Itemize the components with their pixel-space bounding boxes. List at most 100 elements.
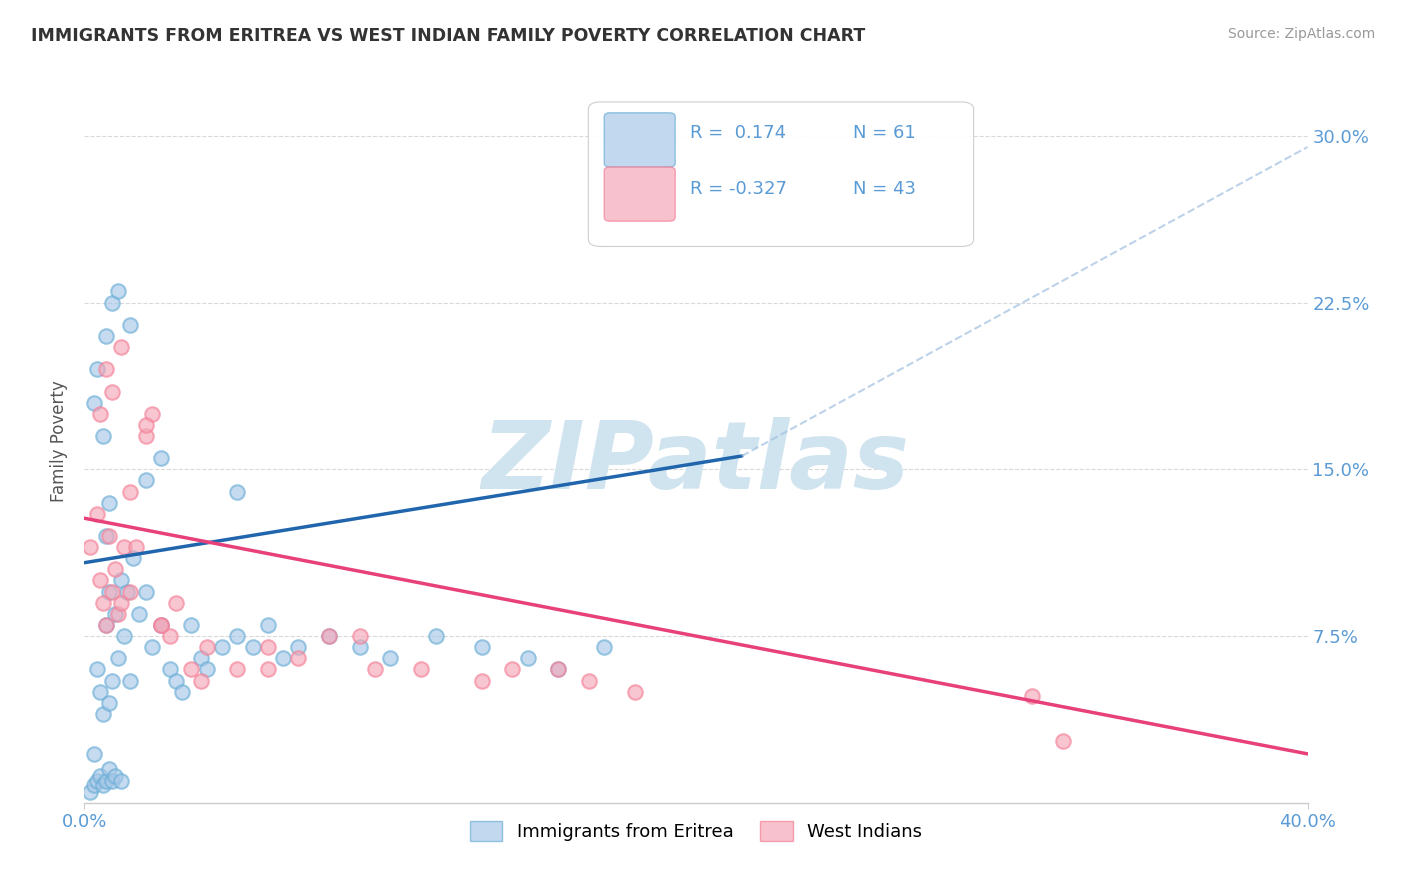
Point	[349, 640, 371, 655]
Point	[226, 484, 249, 499]
Y-axis label: Family Poverty: Family Poverty	[51, 381, 69, 502]
Point	[110, 596, 132, 610]
Point	[135, 417, 157, 432]
Point	[149, 618, 172, 632]
Text: R =  0.174: R = 0.174	[690, 124, 786, 142]
Point	[180, 662, 202, 676]
Point	[257, 662, 280, 676]
FancyBboxPatch shape	[605, 167, 675, 221]
Point	[149, 451, 172, 466]
Point	[624, 684, 647, 698]
Point	[107, 285, 129, 299]
Point	[94, 618, 117, 632]
Point	[89, 407, 111, 421]
Point	[91, 429, 114, 443]
Point	[190, 673, 212, 688]
Legend: Immigrants from Eritrea, West Indians: Immigrants from Eritrea, West Indians	[463, 814, 929, 848]
Point	[89, 574, 111, 588]
Point	[120, 484, 142, 499]
Point	[101, 584, 124, 599]
Point	[104, 607, 127, 621]
Point	[149, 618, 172, 632]
Point	[101, 295, 124, 310]
Point	[86, 662, 108, 676]
Point	[165, 673, 187, 688]
Point	[94, 329, 117, 343]
Point	[79, 540, 101, 554]
Point	[318, 629, 340, 643]
Point	[107, 651, 129, 665]
Point	[471, 640, 494, 655]
Point	[97, 584, 120, 599]
Point	[271, 651, 294, 665]
Point	[94, 362, 117, 376]
Point	[318, 629, 340, 643]
Point	[104, 562, 127, 576]
Point	[120, 673, 142, 688]
Point	[91, 706, 114, 721]
Point	[471, 673, 494, 688]
Point	[135, 429, 157, 443]
Point	[578, 673, 600, 688]
Point	[593, 640, 616, 655]
Text: N = 43: N = 43	[852, 179, 915, 198]
Point	[101, 773, 124, 788]
Point	[257, 640, 280, 655]
Point	[364, 662, 387, 676]
Point	[180, 618, 202, 632]
Point	[547, 662, 569, 676]
Point	[110, 773, 132, 788]
Point	[380, 651, 402, 665]
Point	[120, 318, 142, 332]
Point	[159, 629, 181, 643]
Point	[86, 507, 108, 521]
Point	[97, 763, 120, 777]
Point	[159, 662, 181, 676]
Text: Source: ZipAtlas.com: Source: ZipAtlas.com	[1227, 27, 1375, 41]
Point	[110, 340, 132, 354]
Point	[547, 662, 569, 676]
Point	[79, 785, 101, 799]
Point	[97, 529, 120, 543]
Point	[128, 607, 150, 621]
Point	[195, 640, 218, 655]
Point	[211, 640, 233, 655]
Point	[107, 607, 129, 621]
Point	[94, 529, 117, 543]
Point	[226, 629, 249, 643]
Point	[287, 640, 309, 655]
Point	[502, 662, 524, 676]
Point	[149, 618, 172, 632]
Point	[83, 395, 105, 409]
Point	[122, 551, 145, 566]
Point	[226, 662, 249, 676]
Point	[89, 769, 111, 783]
Text: N = 61: N = 61	[852, 124, 915, 142]
Point	[94, 618, 117, 632]
Point	[97, 496, 120, 510]
Point	[135, 584, 157, 599]
Point	[1021, 689, 1043, 703]
Point	[516, 651, 538, 665]
Point	[287, 651, 309, 665]
Point	[83, 778, 105, 792]
Point	[125, 540, 148, 554]
Point	[110, 574, 132, 588]
Point	[242, 640, 264, 655]
Point	[425, 629, 447, 643]
FancyBboxPatch shape	[605, 112, 675, 167]
Point	[172, 684, 194, 698]
FancyBboxPatch shape	[588, 102, 973, 246]
Point	[89, 684, 111, 698]
Point	[135, 474, 157, 488]
Point	[104, 769, 127, 783]
Point	[91, 778, 114, 792]
Point	[86, 362, 108, 376]
Point	[101, 673, 124, 688]
Point	[190, 651, 212, 665]
Point	[91, 596, 114, 610]
Point	[409, 662, 432, 676]
Point	[349, 629, 371, 643]
Point	[120, 584, 142, 599]
Point	[141, 640, 163, 655]
